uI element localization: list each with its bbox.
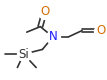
Text: O: O (96, 24, 106, 37)
Text: Si: Si (18, 48, 29, 61)
Text: O: O (40, 5, 49, 18)
Text: N: N (48, 30, 57, 43)
